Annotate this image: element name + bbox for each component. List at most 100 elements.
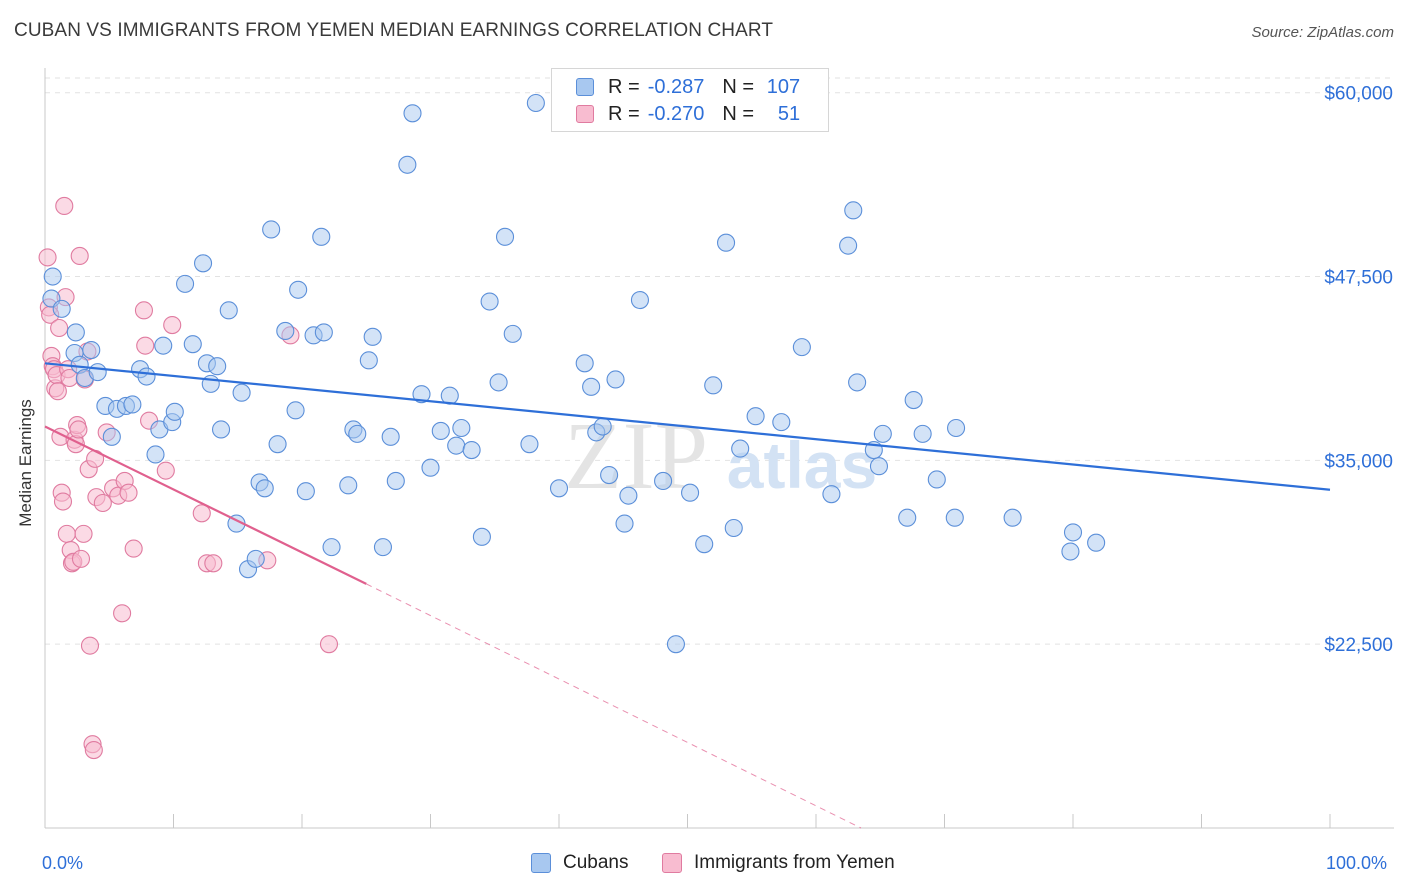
cuban-point <box>276 321 295 340</box>
x-tick-max: 100.0% <box>1326 853 1388 873</box>
cuban-point <box>772 413 791 432</box>
cuban-point <box>792 338 811 357</box>
legend-swatch-yemen <box>662 853 682 873</box>
cuban-point <box>255 479 274 498</box>
yemen-trend-line <box>44 425 367 585</box>
yemen-point <box>74 524 93 543</box>
n-label: N = <box>722 102 755 125</box>
cuban-point <box>839 236 858 255</box>
yemen-point <box>55 196 74 215</box>
cuban-point <box>286 401 305 420</box>
cuban-point <box>176 274 195 293</box>
r-label: R = <box>608 102 640 125</box>
stats-legend: R = -0.287 N = 107 R = -0.270 N = 51 <box>551 68 829 132</box>
cuban-point <box>314 323 333 342</box>
yemen-point <box>57 524 76 543</box>
cuban-point <box>873 424 892 443</box>
x-tick-min: 0.0% <box>42 853 84 873</box>
yemen-point <box>53 492 73 511</box>
yemen-point <box>84 741 103 760</box>
n-value: 107 <box>766 75 801 98</box>
cuban-point <box>666 635 685 654</box>
legend-label-yemen: Immigrants from Yemen <box>694 852 895 873</box>
cuban-point <box>503 324 522 343</box>
cuban-point <box>339 476 358 495</box>
cuban-point <box>43 267 62 286</box>
cuban-point <box>296 482 315 501</box>
cuban-point <box>219 301 238 320</box>
cuban-point <box>947 418 966 438</box>
cuban-point <box>386 471 405 490</box>
cuban-point <box>615 514 634 533</box>
axes <box>44 68 1394 829</box>
cuban-point <box>898 508 917 527</box>
cuban-point <box>495 227 515 246</box>
cuban-point <box>88 363 107 382</box>
cuban-point <box>262 220 281 239</box>
yemen-point <box>192 504 211 523</box>
legend-item-cubans: Cubans <box>531 852 629 874</box>
cuban-point <box>869 457 889 476</box>
cuban-point <box>1003 508 1022 527</box>
yemen-trend-extension <box>366 583 862 829</box>
cuban-point <box>695 535 714 554</box>
yemen-point <box>319 635 339 654</box>
legend-swatch-yemen <box>576 105 594 123</box>
yemen-point <box>48 382 67 401</box>
cuban-point <box>927 470 946 489</box>
cuban-point <box>403 104 422 123</box>
y-tick-label: $22,500 <box>1324 635 1393 656</box>
cuban-point <box>630 291 650 310</box>
cuban-point <box>52 299 71 318</box>
cuban-point <box>398 155 417 174</box>
r-label: R = <box>608 75 640 98</box>
cuban-point <box>373 538 393 557</box>
yemen-point <box>119 483 138 502</box>
cuban-point <box>945 508 964 527</box>
cubans-trend-line <box>44 362 1331 491</box>
cuban-point <box>447 436 466 455</box>
source-credit: Source: ZipAtlas.com <box>1251 24 1394 41</box>
cuban-point <box>716 233 736 252</box>
cuban-point <box>520 435 539 454</box>
cuban-point <box>1063 523 1083 542</box>
yemen-point <box>71 549 91 568</box>
cuban-point <box>348 424 367 443</box>
cuban-point <box>165 402 184 421</box>
cuban-point <box>575 354 594 373</box>
cuban-point <box>913 424 932 443</box>
cuban-point <box>359 351 378 370</box>
cuban-point <box>194 254 213 273</box>
n-value: 51 <box>777 102 801 125</box>
yemen-point <box>70 246 89 265</box>
cuban-point <box>123 395 142 414</box>
cuban-point <box>704 376 723 395</box>
cuban-point <box>1087 533 1106 552</box>
cuban-point <box>731 439 750 458</box>
yemen-point <box>156 461 175 480</box>
cuban-point <box>1061 542 1080 561</box>
cuban-point <box>232 383 251 402</box>
cuban-point <box>431 421 450 440</box>
y-tick-label: $60,000 <box>1324 84 1393 105</box>
cuban-point <box>480 292 499 311</box>
cuban-point <box>606 370 625 389</box>
cuban-point <box>312 227 331 246</box>
cuban-point <box>363 327 382 346</box>
r-value: -0.270 <box>647 102 705 125</box>
cuban-point <box>82 341 101 360</box>
yemen-point <box>113 604 132 623</box>
cuban-point <box>848 373 867 392</box>
cuban-point <box>526 93 545 113</box>
cuban-point <box>654 471 673 490</box>
cuban-point <box>289 280 308 299</box>
cuban-point <box>489 373 508 392</box>
cuban-point <box>452 418 471 438</box>
trend-lines <box>44 362 1331 829</box>
watermark-atlas: atlas <box>727 428 877 502</box>
cuban-point <box>381 427 400 446</box>
legend-swatch-cubans <box>531 853 551 873</box>
cuban-point <box>421 458 440 477</box>
cuban-point <box>549 479 569 498</box>
yemen-point <box>163 316 182 335</box>
